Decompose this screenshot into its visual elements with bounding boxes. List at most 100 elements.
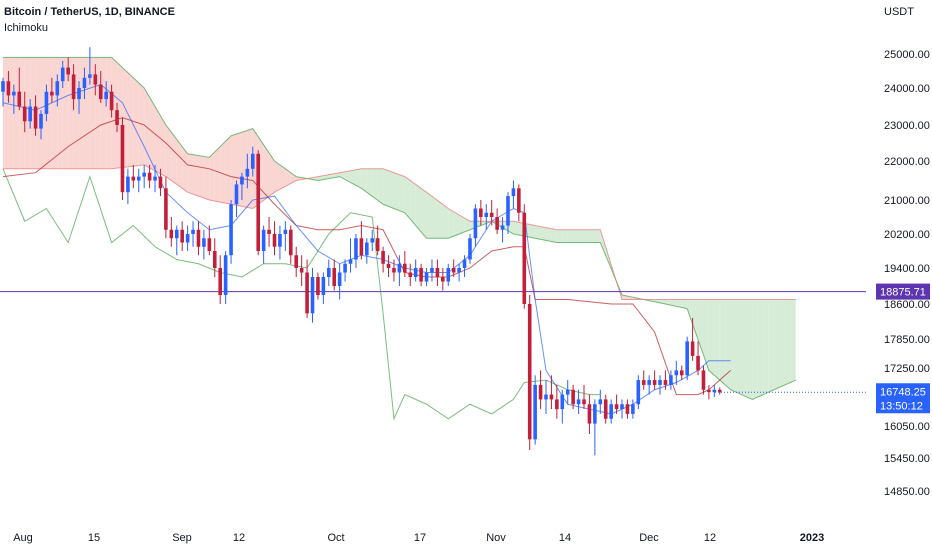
candle-body: [33, 106, 38, 129]
candle-body: [397, 263, 402, 273]
cloud-segment: [111, 57, 118, 169]
currency-label: USDT: [884, 6, 914, 18]
y-tick-label: 25000.00: [884, 49, 930, 61]
candle-body: [593, 404, 597, 424]
candle-body: [424, 272, 429, 282]
cloud-segment: [79, 57, 85, 169]
candle-body: [261, 229, 266, 251]
cloud-segment: [703, 299, 709, 371]
symbol-title[interactable]: Bitcoin / TetherUS, 1D, BINANCE: [4, 6, 175, 18]
cloud-segment: [160, 115, 166, 177]
candle-body: [250, 153, 255, 169]
cloud-segment: [600, 229, 606, 256]
x-tick-label: 14: [559, 532, 571, 544]
x-tick-label: 17: [414, 532, 426, 544]
candle-body: [669, 375, 673, 385]
y-tick-label: 22000.00: [884, 156, 930, 168]
cloud-segment: [13, 57, 20, 169]
cloud-segment: [372, 168, 378, 200]
x-tick-label: 12: [704, 532, 716, 544]
candle-body: [77, 88, 81, 100]
candle-body: [316, 277, 320, 295]
cloud-segment: [73, 57, 80, 169]
cloud-segment: [62, 57, 69, 169]
cloud-segment: [719, 299, 726, 385]
cloud-segment: [203, 156, 210, 200]
cloud-segment: [578, 229, 585, 243]
candle-body: [245, 168, 250, 177]
cloud-segment: [453, 211, 460, 237]
cloud-segment: [149, 97, 156, 171]
candle-body: [256, 153, 261, 251]
cloud-segment: [144, 88, 150, 168]
candle-body: [169, 229, 174, 239]
candle-body: [82, 77, 87, 88]
candle-body: [598, 399, 603, 405]
candle-body: [603, 399, 608, 419]
candle-body: [701, 370, 706, 390]
cloud-segment: [784, 299, 791, 385]
cloud-segment: [366, 168, 373, 197]
candle-body: [50, 91, 54, 96]
candle-body: [359, 238, 364, 256]
candle-body: [164, 188, 168, 230]
candle-body: [321, 277, 326, 295]
cloud-segment: [3, 57, 9, 169]
cloud-segment: [594, 229, 601, 243]
countdown-text: 13:50:12: [880, 400, 923, 412]
candle-body: [185, 234, 190, 243]
y-tick-label: 23000.00: [884, 120, 930, 132]
cloud-segment: [779, 299, 785, 388]
cloud-segment: [529, 224, 536, 239]
last-price-badge: 16748.25 13:50:12: [876, 383, 930, 414]
cloud-segment: [584, 229, 590, 243]
cloud-segment: [562, 229, 568, 243]
cloud-segment: [8, 57, 14, 169]
cloud-segment: [415, 184, 422, 232]
candle-body: [98, 84, 103, 100]
candle-body: [674, 370, 679, 376]
candle-body: [430, 268, 434, 273]
candle-body: [278, 234, 282, 247]
candle-body: [419, 268, 423, 282]
candle-body: [12, 91, 16, 96]
candle-body: [174, 229, 179, 239]
candle-body: [533, 384, 537, 440]
candle-body: [560, 394, 565, 410]
candle-body: [408, 272, 413, 277]
y-tick-label: 20200.00: [884, 229, 930, 241]
indicator-name[interactable]: Ichimoku: [4, 22, 49, 34]
x-tick-label: 15: [88, 532, 100, 544]
candle-body: [60, 67, 65, 82]
candle-body: [131, 176, 136, 181]
candle-body: [22, 106, 27, 122]
cloud-segment: [676, 299, 682, 308]
cloud-segment: [752, 299, 758, 400]
cloud-segment: [464, 218, 470, 232]
cloud-segment: [790, 299, 796, 383]
y-tick-label: 19400.00: [884, 263, 930, 275]
cloud-segment: [442, 204, 449, 239]
candle-body: [500, 225, 505, 230]
candle-body: [614, 404, 619, 410]
x-tick-label: 2023: [800, 532, 824, 544]
cloud-segment: [46, 57, 52, 169]
candle-body: [294, 255, 299, 268]
cloud-segment: [692, 299, 699, 339]
x-tick-label: 12: [233, 532, 245, 544]
cloud-segment: [404, 176, 411, 220]
candle-body: [479, 208, 483, 217]
cloud-segment: [214, 146, 221, 203]
candle-body: [468, 238, 472, 260]
lagging-span: [2, 168, 601, 421]
candle-body: [451, 268, 456, 273]
x-tick-label: Oct: [327, 532, 344, 544]
cloud-segment: [388, 170, 394, 209]
cloud-segment: [774, 299, 780, 390]
candle-body: [631, 404, 635, 414]
candle-body: [679, 370, 684, 376]
candle-body: [337, 272, 342, 286]
cloud-segment: [448, 208, 454, 239]
